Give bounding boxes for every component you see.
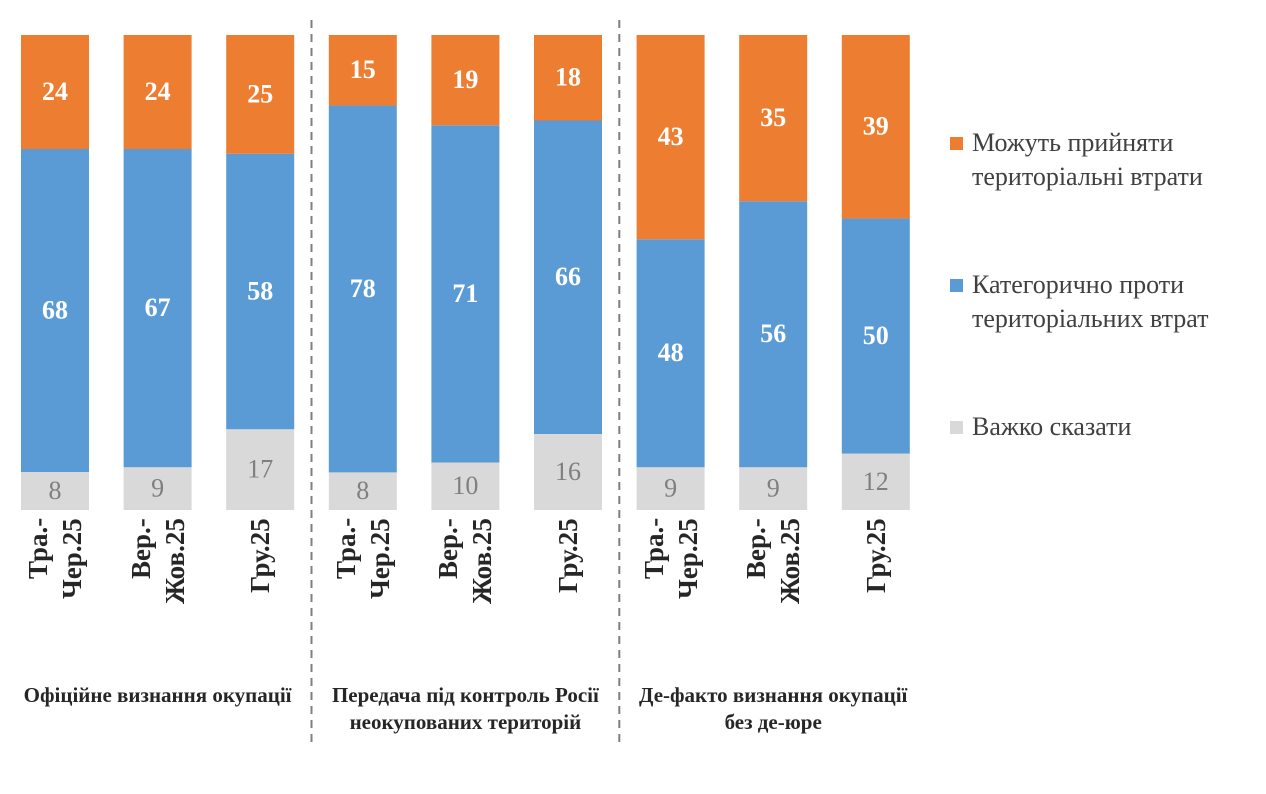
x-tick-label: Вер.-Жов.25 [741,518,806,604]
value-label: 9 [664,474,677,503]
bar-segment [226,153,295,430]
value-label: 8 [49,476,62,505]
legend-swatch [950,421,963,434]
bar-segment [636,35,705,240]
value-label: 24 [145,77,171,106]
bar-segment [739,35,808,202]
bar-segment [21,149,89,472]
bar-segment [123,149,192,468]
bar-segment [328,35,397,106]
value-label: 9 [151,474,164,503]
value-label: 16 [555,457,581,486]
bar-segment [328,105,397,473]
group-label: Офіційне визнання окупації [23,683,292,707]
value-label: 18 [555,63,581,92]
value-label: 58 [247,276,273,305]
x-tick-label: Гру.25 [860,518,891,593]
value-label: 56 [760,319,786,348]
value-label: 8 [356,476,369,505]
value-label: 68 [42,295,68,324]
legend-label: Категорично проти територіальних втрат [972,270,1209,333]
value-label: 43 [658,122,684,151]
bar-segment [841,218,910,454]
legend-label: Важко сказати [972,412,1132,441]
bar-segment [534,434,602,510]
bar-segment [534,35,602,121]
x-tick-label: Вер.-Жов.25 [125,518,190,604]
value-label: 35 [760,103,786,132]
bar-segment [636,239,705,468]
bar-segment [534,120,602,434]
legend-swatch [950,137,963,150]
bar-segment [431,35,500,126]
value-label: 66 [555,262,581,291]
bar-segment [226,35,295,154]
bar-segment [226,429,295,510]
x-tick-label: Гру.25 [245,518,276,593]
value-label: 39 [863,112,889,141]
group-label: Де-факто визнання окупації без де-юре [638,683,908,734]
legend-entry: Важко сказати [950,410,1240,444]
value-label: 50 [863,321,889,350]
value-label: 19 [452,65,478,94]
value-label: 78 [350,274,376,303]
value-label: 71 [452,279,478,308]
x-tick-label: Тра.-Чер.25 [23,518,87,599]
bar-segment [431,462,500,510]
bar-segment [739,467,808,510]
bar-segment [841,453,910,510]
value-label: 9 [767,474,780,503]
x-tick-label: Тра.-Чер.25 [638,518,703,599]
legend-label: Можуть прийняти територіальні втрати [972,128,1203,191]
bar-segment [328,472,397,510]
value-label: 10 [452,471,478,500]
bar-segment [841,35,910,219]
value-label: 24 [42,77,68,106]
bar-segment [636,467,705,510]
value-label: 17 [247,455,273,484]
legend-entry: Можуть прийняти територіальні втрати [950,126,1240,194]
value-label: 48 [658,338,684,367]
bar-segment [21,472,89,510]
value-label: 12 [863,467,889,496]
bar-segment [123,467,192,510]
x-tick-label: Вер.-Жов.25 [433,518,498,604]
x-tick-label: Гру.25 [553,518,583,593]
value-label: 15 [350,55,376,84]
value-label: 67 [145,293,171,322]
legend-entry: Категорично проти територіальних втрат [950,268,1240,336]
bar-segment [431,125,500,463]
value-label: 25 [247,79,273,108]
bar-segment [123,35,192,149]
group-label: Передача під контроль Росії неокупованих… [331,683,599,734]
x-tick-label: Тра.-Чер.25 [330,518,395,599]
bar-segment [739,201,808,468]
bar-segment [21,35,89,149]
legend-swatch [950,279,963,292]
